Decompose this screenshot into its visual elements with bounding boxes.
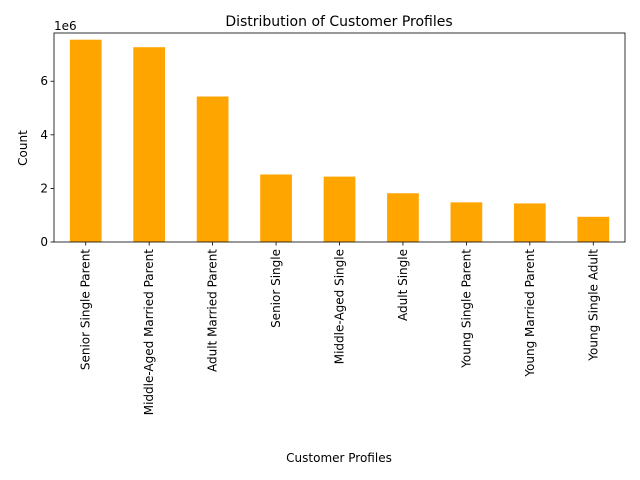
bar — [323, 176, 356, 242]
x-tick-label: Adult Single — [396, 249, 410, 321]
x-axis-label: Customer Profiles — [286, 451, 392, 465]
bar — [196, 96, 229, 242]
y-tick-label: 4 — [40, 128, 48, 142]
bar — [450, 202, 483, 242]
bar — [513, 203, 546, 242]
x-tick-label: Senior Single — [269, 249, 283, 328]
y-tick-label: 0 — [40, 235, 48, 249]
x-tick-label: Young Single Parent — [459, 249, 473, 369]
x-tick-label: Middle-Aged Married Parent — [142, 249, 156, 416]
y-axis-offset-text: 1e6 — [54, 19, 77, 33]
plot-area: 0 2 4 6 Senior Single Parent Middle-Aged Marr… — [40, 32, 626, 416]
bar — [260, 174, 292, 242]
bar — [69, 39, 102, 243]
y-tick-label: 6 — [40, 74, 48, 88]
x-tick-label: Senior Single Parent — [79, 249, 93, 370]
y-tick-label: 2 — [40, 181, 48, 195]
bar — [577, 216, 610, 242]
bar — [133, 47, 166, 243]
y-axis-label: Count — [16, 130, 30, 166]
bar — [387, 193, 419, 242]
x-tick-label: Middle-Aged Single — [333, 249, 347, 364]
x-tick-label: Young Single Adult — [586, 249, 600, 362]
x-tick-label: Adult Married Parent — [206, 249, 220, 372]
chart-title: Distribution of Customer Profiles — [225, 14, 452, 30]
x-tick-label: Young Married Parent — [523, 249, 537, 378]
